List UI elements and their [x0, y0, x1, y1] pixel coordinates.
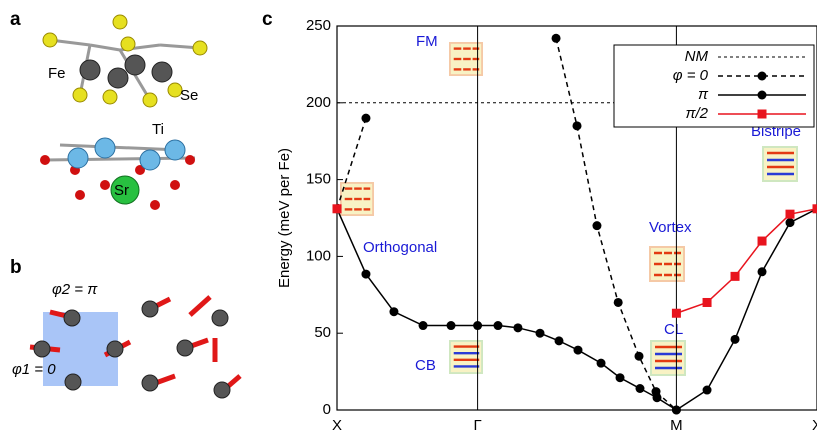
point: [731, 335, 740, 344]
panel-letter: a: [10, 9, 21, 30]
annotation: FM: [416, 33, 438, 50]
point: [731, 272, 740, 281]
point: [703, 298, 712, 307]
x-tick-label: M: [670, 417, 683, 434]
atom-label: Fe: [48, 65, 66, 82]
angle-label: φ1 = 0: [12, 361, 56, 378]
annotation: CL: [664, 321, 683, 338]
point: [513, 323, 522, 332]
y-tick-label: 0: [323, 401, 331, 418]
point: [573, 346, 582, 355]
panel-letter: b: [10, 257, 22, 278]
point: [592, 221, 601, 230]
point: [361, 270, 370, 279]
point: [419, 321, 428, 330]
y-tick-label: 100: [306, 247, 331, 264]
point: [672, 309, 681, 318]
panel-letter: c: [262, 9, 273, 30]
figure: a Fe Se Ti Sr b φ2 = π φ1 = 0 c Energy (…: [0, 0, 817, 435]
legend-label: NM: [685, 48, 709, 65]
point: [758, 237, 767, 246]
y-tick-label: 250: [306, 17, 331, 34]
legend-label: φ = 0: [673, 67, 709, 84]
point: [635, 352, 644, 361]
legend-label: π: [698, 86, 709, 103]
atom-label: Sr: [114, 182, 129, 199]
y-tick-label: 150: [306, 171, 331, 188]
point: [493, 321, 502, 330]
point: [653, 393, 662, 402]
series: [333, 204, 817, 414]
y-axis-label: Energy (meV per Fe): [276, 148, 293, 288]
point: [786, 218, 795, 227]
point: [703, 386, 712, 395]
point: [389, 307, 398, 316]
point: [536, 329, 545, 338]
point: [758, 110, 767, 119]
y-tick-label: 200: [306, 94, 331, 111]
x-tick-label: X: [332, 417, 342, 434]
annotation: Orthogonal: [363, 239, 437, 256]
point: [614, 298, 623, 307]
point: [813, 204, 817, 213]
legend-label: π/2: [685, 105, 708, 122]
point: [786, 210, 795, 219]
x-tick-label: X: [812, 417, 817, 434]
point: [555, 336, 564, 345]
annotation: Vortex: [649, 219, 692, 236]
point: [597, 359, 606, 368]
panel-b: b φ2 = π φ1 = 0: [10, 257, 240, 398]
point: [552, 34, 561, 43]
y-tick-label: 50: [314, 324, 331, 341]
point: [758, 267, 767, 276]
series: [333, 204, 817, 317]
point: [758, 91, 767, 100]
point: [573, 121, 582, 130]
point: [616, 373, 625, 382]
atom-label: Ti: [152, 121, 164, 138]
point: [758, 72, 767, 81]
point: [361, 114, 370, 123]
panel-a: a Fe Se Ti Sr: [10, 9, 207, 210]
atom-label: Se: [180, 87, 198, 104]
point: [672, 406, 681, 415]
point: [635, 384, 644, 393]
point: [447, 321, 456, 330]
x-tick-label: Γ: [473, 417, 481, 434]
line: [676, 209, 817, 313]
point: [473, 321, 482, 330]
point: [333, 204, 342, 213]
angle-label: φ2 = π: [52, 281, 98, 298]
annotation: CB: [415, 357, 436, 374]
